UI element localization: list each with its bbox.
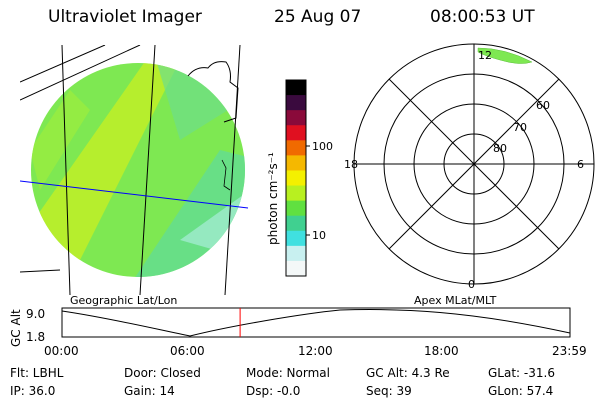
colorbar-segment <box>286 110 306 126</box>
grid-line <box>224 45 241 295</box>
colorbar-segment <box>286 125 306 141</box>
grid-line <box>61 45 71 295</box>
time-label: 08:00:53 UT <box>430 7 535 27</box>
mlt-label-0: 0 <box>468 278 475 291</box>
coastline-outline <box>187 61 239 123</box>
mlat-label-60: 60 <box>536 99 550 112</box>
ip-status: IP: 36.0 <box>10 384 56 398</box>
colorbar-segment <box>286 260 306 277</box>
date-label: 25 Aug 07 <box>274 7 362 27</box>
colorbar-tick-100: 100 <box>312 140 333 153</box>
colorbar-segment <box>286 80 306 96</box>
mode-status: Mode: Normal <box>246 366 330 380</box>
seq-status: Seq: 39 <box>366 384 412 398</box>
gain-status: Gain: 14 <box>124 384 175 398</box>
time-tick-0000: 00:00 <box>44 344 79 358</box>
colorbar-segment <box>286 155 306 171</box>
glat-status: GLat: -31.6 <box>488 366 555 380</box>
glon-status: GLon: 57.4 <box>488 384 554 398</box>
colorbar-segment <box>286 245 306 262</box>
colorbar-tick-10: 10 <box>312 229 326 242</box>
colorbar-segment <box>286 230 306 247</box>
altitude-curve <box>61 308 571 337</box>
door-status: Door: Closed <box>124 366 201 380</box>
mlt-label-6: 6 <box>577 158 584 171</box>
time-tick-1200: 12:00 <box>298 344 333 358</box>
colorbar-segment <box>286 200 306 217</box>
dsp-status: Dsp: -0.0 <box>246 384 301 398</box>
grid-line <box>20 269 61 273</box>
altitude-ytick-1: 1.8 <box>26 330 45 344</box>
colorbar-unit-label: photon cm⁻²s⁻¹ <box>266 152 280 245</box>
time-tick-1800: 18:00 <box>424 344 459 358</box>
colorbar-segment <box>286 140 306 156</box>
auroral-emission-patch <box>477 47 533 64</box>
mlt-label-12: 12 <box>478 49 492 62</box>
geo-image-panel <box>20 45 249 295</box>
colorbar-segment <box>286 95 306 111</box>
grid-line <box>139 45 156 295</box>
altitude-ytick-9: 9.0 <box>26 307 45 321</box>
colorbar-segment <box>286 185 306 202</box>
altitude-axis-label: GC Alt <box>9 309 23 347</box>
grid-line <box>20 45 141 101</box>
mlt-label-18: 18 <box>344 158 358 171</box>
time-tick-2359: 23:59 <box>552 344 587 358</box>
equator-line <box>20 180 249 209</box>
color-bar <box>286 80 306 277</box>
colorbar-segment <box>286 215 306 232</box>
altitude-plot: GC Alt 9.0 1.8 00:00 06:00 12:00 18:00 2… <box>9 307 587 358</box>
colorbar-segment <box>286 170 306 187</box>
mlat-label-80: 80 <box>493 142 507 155</box>
polar-panel-label: Apex MLat/MLT <box>414 294 497 307</box>
gc-alt-status: GC Alt: 4.3 Re <box>366 366 450 380</box>
geo-panel-label: Geographic Lat/Lon <box>70 294 177 307</box>
instrument-title: Ultraviolet Imager <box>48 7 202 27</box>
mlat-label-70: 70 <box>513 121 527 134</box>
time-tick-0600: 06:00 <box>170 344 205 358</box>
polar-plot: 12 18 6 0 60 70 80 <box>344 43 595 291</box>
filter-status: Flt: LBHL <box>10 366 64 380</box>
